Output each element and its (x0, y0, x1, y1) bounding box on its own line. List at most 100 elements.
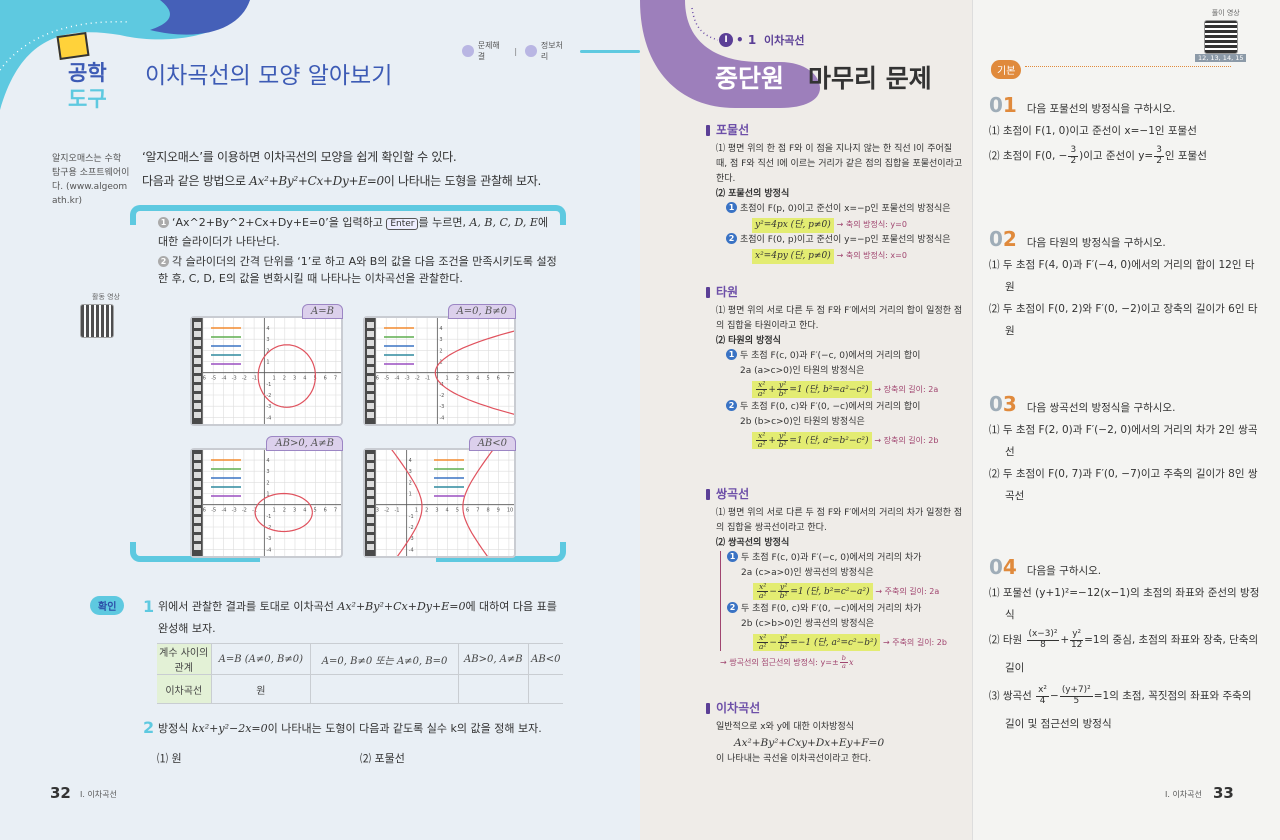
x-tick-label: 2 (283, 508, 286, 514)
subheading: ⑵ 쌍곡선의 방정식 (716, 538, 790, 548)
solution-video-qr[interactable]: 풀이 영상 12, 13, 14, 15 (1195, 8, 1247, 62)
tag-info-processing: 정보처리 (540, 41, 563, 61)
graph-panel: A=0, B≠0 -6 -5 -4 -3 -2 -1 1 2 3 4 5 6 7 -4 -3 -2 -1 1 2 3 4 (363, 304, 567, 426)
definition: ⑴ 평면 위의 한 점 F와 이 점을 지나지 않는 한 직선 l이 주어질 때… (716, 144, 963, 184)
tag-problem-solving: 문제해결 (477, 41, 500, 61)
toolbar-tool-icon (194, 490, 201, 496)
item: 2b (b>c>0)인 타원의 방정식은 (740, 417, 865, 428)
graph-panel: AB>0, A≠B -6 -5 -4 -3 -2 -1 1 2 3 4 5 6 7 -4 -3 -2 -1 1 2 3 4 (190, 436, 343, 558)
toolbar-tool-icon (367, 385, 374, 391)
problem-03: 03 다음 쌍곡선의 방정식을 구하시오. ⑴ 두 초점 F(2, 0)과 F′(… (989, 393, 1263, 556)
y-tick-label: -3 (439, 404, 444, 410)
y-tick-label: -4 (266, 415, 271, 421)
answer-cell[interactable]: 원 (210, 674, 312, 704)
x-tick-label: 1 (415, 508, 418, 514)
toolbar-tool-icon (367, 349, 374, 355)
toolbar-tool-icon (367, 499, 374, 505)
toolbar-tool-icon (367, 394, 374, 400)
info-processing-icon (525, 45, 537, 57)
problem-02: 02 다음 타원의 방정식을 구하시오. ⑴ 두 초점 F(4, 0)과 F′(−… (989, 228, 1263, 393)
toolbar-tool-icon (194, 331, 201, 337)
activity-video-qr[interactable]: 활동 영상 (80, 292, 120, 338)
sub-item: ⑴ 두 초점 F(4, 0)과 F′(−4, 0)에서의 거리의 합이 12인 … (989, 259, 1255, 293)
x-tick-label: 2 (425, 508, 428, 514)
column-header: A=0, B≠0 또는 A≠0, B=0 (310, 643, 460, 675)
x-tick-label: -4 (394, 376, 399, 382)
hyperbola-section: 쌍곡선 ⑴ 평면 위의 서로 다른 두 점 F와 F′에서의 거리의 차가 일정… (706, 486, 964, 700)
column-header: AB<0 (527, 643, 563, 675)
x-tick-label: -2 (242, 508, 247, 514)
y-tick-label: -4 (266, 547, 271, 553)
q2-item-parabola: ⑵ 포물선 (360, 752, 405, 765)
answer-cell[interactable] (458, 674, 529, 704)
section-heading: 이차곡선 (706, 700, 964, 716)
answer-cell[interactable] (310, 674, 460, 704)
x-tick-label: 8 (486, 508, 489, 514)
x-tick-label: -4 (221, 376, 226, 382)
section-heading: 포물선 (706, 122, 964, 138)
conic-table: 계수 사이의 관계 A=B (A≠0, B≠0) A=0, B≠0 또는 A≠0… (157, 643, 563, 704)
intro-line2: 다음과 같은 방법으로 Ax²+By²+Cx+Dy+E=0이 나타내는 도형을 … (142, 174, 541, 188)
y-tick-label: -1 (409, 514, 414, 520)
panel-label: A=B (302, 304, 343, 319)
answer-cell[interactable] (527, 674, 563, 704)
toolbar-tool-icon (194, 535, 201, 541)
x-tick-label: 5 (313, 508, 316, 514)
y-tick-label: 3 (439, 337, 442, 343)
page-number: 32 (50, 784, 71, 802)
row-header: 계수 사이의 관계 (157, 643, 212, 675)
toolbar-tool-icon (194, 472, 201, 478)
x-tick-label: 1 (273, 508, 276, 514)
toolbar-tool-icon (194, 367, 201, 373)
formula-row: x² a² + y² b² =1 (단, b²=a²−c²) → 장축의 길이: 2a (706, 380, 964, 399)
x-tick-label: 2 (456, 376, 459, 382)
y-tick-label: 4 (439, 326, 442, 332)
summary-column: Ⅰ • 1 이차곡선 중단원 마무리 문제 포물선 ⑴ 평면 위의 한 점 F와… (640, 0, 972, 840)
summary-flow: 포물선 ⑴ 평면 위의 한 점 F와 이 점을 지나지 않는 한 직선 l이 주… (706, 122, 964, 767)
toolbar-tool-icon (367, 490, 374, 496)
y-tick-label: 1 (266, 360, 269, 366)
toolbar-tool-icon (194, 349, 201, 355)
x-tick-label: -3 (405, 376, 410, 382)
header-shape (640, 0, 820, 108)
y-tick-label: 1 (439, 360, 442, 366)
definition: ⑴ 평면 위의 서로 다른 두 점 F와 F′에서의 거리의 합이 일정한 점의… (716, 306, 963, 331)
toolbar-tool-icon (194, 412, 201, 418)
definition: ⑴ 평면 위의 서로 다른 두 점 F와 F′에서의 거리의 차가 일정한 점의… (716, 508, 963, 533)
y-tick-label: -2 (266, 393, 271, 399)
q2-number: 2 (143, 718, 155, 737)
laptop-icon (56, 32, 90, 60)
panel-label: A=0, B≠0 (447, 304, 516, 319)
x-tick-label: 3 (293, 508, 296, 514)
badge-line1: 공학 (68, 61, 107, 85)
y-tick-label: 3 (266, 337, 269, 343)
toolbar-tool-icon (367, 454, 374, 460)
formula-row: x² a² + y² b² =1 (단, a²=b²−c²) → 장축의 길이: 2b (706, 432, 964, 450)
problems-flow: 01 다음 포물선의 방정식을 구하시오. ⑴ 초점이 F(1, 0)이고 준선이… (989, 94, 1263, 738)
y-tick-label: 2 (266, 348, 269, 354)
x-tick-label: 6 (324, 376, 327, 382)
sub-item: ⑴ 초점이 F(1, 0)이고 준선이 x=−1인 포물선 (989, 125, 1197, 137)
x-tick-label: 1 (446, 376, 449, 382)
toolbar-tool-icon (367, 331, 374, 337)
x-tick-label: -2 (415, 376, 420, 382)
parabola-section: 포물선 ⑴ 평면 위의 한 점 F와 이 점을 지나지 않는 한 직선 l이 주… (706, 122, 964, 284)
curve (257, 344, 316, 408)
x-tick-label: 5 (486, 376, 489, 382)
sub-item: ⑴ 두 초점 F(2, 0)과 F′(−2, 0)에서의 거리의 차가 2인 쌍… (989, 424, 1258, 458)
subheading: ⑵ 타원의 방정식 (716, 336, 781, 346)
problem-04: 04 다음을 구하시오. ⑴ 포물선 (y+1)²=−12(x−1)의 초점의 좌… (989, 556, 1263, 738)
x-tick-label: 9 (497, 508, 500, 514)
y-tick-label: 4 (409, 458, 412, 464)
toolbar-tool-icon (194, 526, 201, 532)
graph-panel: A=B -6 -5 -4 -3 -2 -1 1 2 3 4 5 6 7 -4 -3 -2 -1 1 2 3 4 (190, 304, 343, 426)
toolbar-tool-icon (194, 499, 201, 505)
x-tick-label: -2 (384, 508, 389, 514)
toolbar-tool-icon (194, 463, 201, 469)
x-tick-label: 6 (324, 508, 327, 514)
